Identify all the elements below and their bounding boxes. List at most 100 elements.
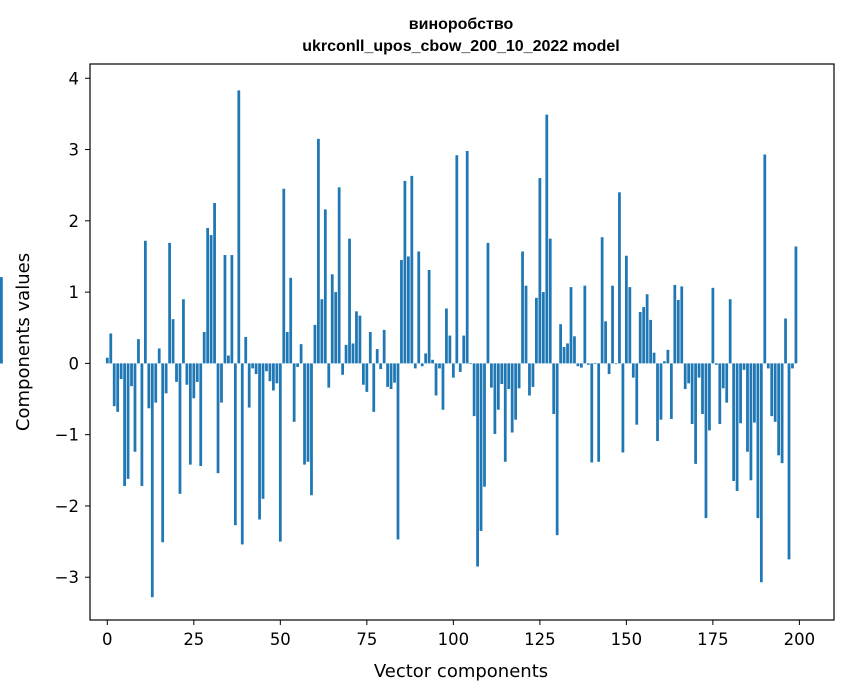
bar [109,333,113,364]
bar [590,363,594,463]
x-tick-label: 25 [183,630,204,649]
y-tick-label: 2 [69,212,80,231]
bar [140,363,144,486]
bar [147,363,151,409]
bar [445,308,448,364]
bar [531,363,535,387]
bar [735,363,739,491]
bar [112,363,116,407]
bar [261,363,265,499]
bar [424,353,428,364]
bar [178,363,182,494]
bar [348,238,351,364]
bar [621,363,625,453]
bar [669,363,673,419]
x-tick-label: 125 [524,630,556,649]
bar [763,154,767,364]
bar [310,363,313,496]
bar [573,336,576,364]
y-tick-label: −1 [55,426,79,445]
bar [490,363,493,388]
bar [400,260,403,364]
bar [341,363,344,375]
bar [327,363,331,388]
bar [704,363,708,519]
bar [524,285,528,364]
bar [123,363,126,486]
bar [251,363,255,369]
bar [642,307,646,364]
bar [275,363,279,384]
bar [465,150,469,364]
bar [535,297,538,364]
x-axis-label: Vector components [374,661,548,682]
bar [313,324,317,364]
y-tick-label: −3 [55,568,79,587]
bar [223,255,227,364]
bar [417,251,421,364]
bar [711,287,715,364]
bar [462,335,466,364]
bar [434,363,438,396]
bar [382,329,386,364]
bar [483,363,486,487]
bar [697,363,701,378]
y-tick-label: 4 [69,69,80,88]
bar [199,363,203,467]
bar [365,363,369,392]
bar [282,188,286,364]
bar [614,363,618,365]
bar [559,324,563,364]
bar [202,332,206,364]
bar [794,246,798,364]
bar [389,363,393,390]
bar [694,363,697,464]
bar [355,311,358,364]
bar [455,155,459,364]
bar [150,363,154,598]
bar [493,363,497,434]
bar [379,363,383,370]
bar [441,363,445,410]
bar [230,255,234,364]
bar [728,299,732,364]
bar [393,363,396,383]
bar [330,274,334,364]
bar [725,363,729,403]
bar [0,277,3,364]
bar [718,363,722,424]
bar [237,90,241,364]
bar [510,363,514,433]
bar [635,363,639,425]
bar [739,363,742,424]
bar [240,363,244,545]
bar [548,238,552,364]
bar [368,332,372,364]
bar [126,363,130,479]
bar [714,363,718,365]
bar [320,299,324,364]
bar [403,180,407,364]
x-tick-label: 50 [270,630,291,649]
bar [227,355,230,364]
bar [119,363,123,380]
bars-group [0,90,798,598]
plot-frame [89,63,835,621]
bar [472,363,476,417]
bar [576,363,580,367]
bar [528,363,531,396]
bar [476,363,479,567]
bar [306,363,310,462]
bar [175,363,178,382]
bar [278,363,282,542]
bar [555,363,559,536]
bar [593,363,597,365]
y-tick-label: 3 [69,141,80,160]
bar [289,277,293,364]
bar [777,363,781,456]
x-tick-label: 100 [438,630,470,649]
bar [182,299,185,364]
bar [759,363,763,583]
chart-title: виноробство [409,16,514,33]
bar [770,363,774,417]
